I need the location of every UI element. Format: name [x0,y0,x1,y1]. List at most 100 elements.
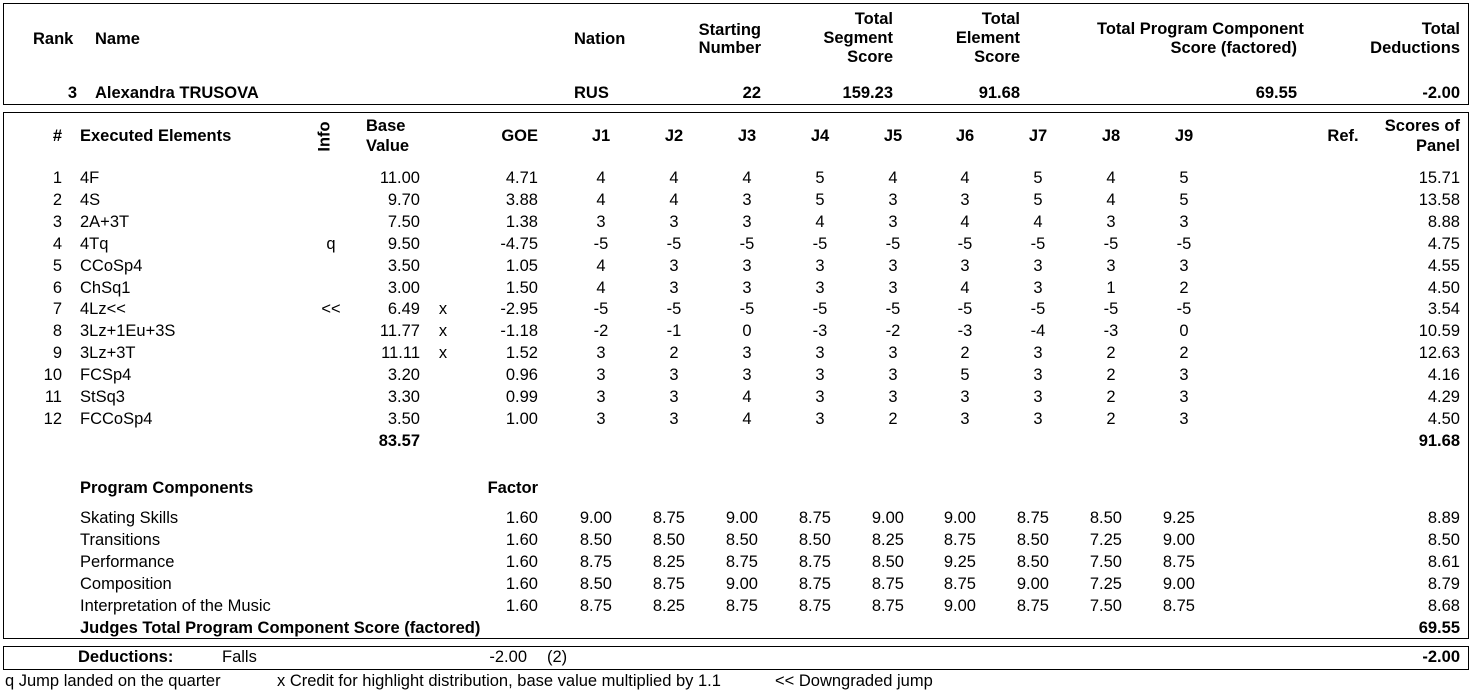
deductions-total: -2.00 [1422,648,1460,666]
element-code: 4Lz<< [80,300,126,319]
element-judge-score: -2 [885,322,901,341]
element-judge-score: 2 [960,344,970,363]
component-judge-score: 8.75 [943,575,976,593]
element-judge-score: 3 [1179,366,1189,385]
element-judge-score: 2 [1106,344,1116,363]
scores-of-panel-header: Scores of [1384,117,1460,135]
element-base-value: 3.50 [387,409,420,428]
element-judge-score: 3 [1033,344,1043,363]
element-judge-score: 3 [888,278,898,297]
element-code: FCCoSp4 [80,409,153,428]
component-factor: 1.60 [505,575,538,593]
element-judge-score: -5 [1176,234,1192,253]
element-judge-score: -5 [812,300,828,319]
element-judge-score: 4 [960,212,970,231]
element-code: 4F [80,169,100,187]
element-judge-score: -3 [957,322,973,341]
element-judge-score: 3 [669,278,679,297]
component-judge-score: 7.25 [1089,531,1122,549]
total-deductions-value: -2.00 [1422,84,1460,102]
element-judge-score: -4 [1030,322,1046,341]
element-number: 5 [52,256,62,275]
element-base-value: 9.70 [387,190,420,209]
judge-header-j7: J7 [1028,127,1048,145]
element-goe: -1.18 [500,322,538,341]
element-judge-score: -5 [1030,300,1046,319]
component-judge-score: 8.75 [798,553,831,571]
component-score: 8.79 [1427,575,1460,593]
element-panel-score: 13.58 [1418,190,1460,209]
element-goe: 3.88 [505,190,538,209]
total-segment-score-header: Total [854,10,893,28]
component-judge-score: 9.00 [943,597,976,615]
element-panel-score: 4.29 [1427,388,1460,406]
component-judge-score: 8.75 [943,531,976,549]
element-judge-score: 1 [1106,278,1116,297]
component-judge-score: 8.75 [798,597,831,615]
element-base-value: 6.49 [387,300,420,319]
element-judge-score: 3 [669,256,679,275]
component-judge-score: 9.00 [725,575,758,593]
total-pcs-header: Total Program Component [1097,20,1304,38]
deduction-type: Falls [222,648,257,666]
element-judge-score: -2 [593,322,609,341]
element-panel-score: 3.54 [1427,300,1460,319]
element-panel-score: 4.55 [1427,256,1460,275]
program-components-header: Program Components [80,479,254,497]
skater-name: Alexandra TRUSOVA [95,84,259,102]
judge-header-j3: J3 [737,127,757,145]
base-value-header: Base [366,117,406,135]
element-base-value: 11.00 [379,169,420,187]
element-judge-score: 2 [669,344,679,363]
judge-header-j9: J9 [1174,127,1194,145]
element-goe: 1.00 [505,409,538,428]
component-score: 8.61 [1427,553,1460,571]
component-judge-score: 8.50 [798,531,831,549]
element-code: 3Lz+3T [80,344,136,363]
element-judge-score: 4 [596,256,606,275]
element-judge-score: 3 [815,366,825,385]
element-judge-score: 5 [1033,169,1043,187]
total-element-score-value: 91.68 [978,84,1020,102]
element-panel-score: 15.71 [1418,169,1460,187]
total-deductions-header: Total [1421,20,1460,38]
element-judge-score: -5 [1030,234,1046,253]
element-number: 11 [44,388,62,406]
component-judge-score: 8.75 [725,553,758,571]
element-judge-score: 3 [1106,212,1116,231]
executed-elements-header: Executed Elements [80,127,232,145]
component-judge-score: 8.75 [579,553,612,571]
component-judge-score: 8.75 [871,575,904,593]
element-number: 3 [52,212,62,231]
element-judge-score: -5 [812,234,828,253]
element-bonus-marker: x [438,344,448,363]
element-judge-score: -5 [666,300,682,319]
component-judge-score: 8.75 [725,597,758,615]
element-goe: 0.99 [505,388,538,406]
element-bonus-marker: x [438,300,448,319]
element-judge-score: -5 [957,300,973,319]
name-header: Name [95,30,140,48]
element-judge-score: 4 [1033,212,1043,231]
element-judge-score: 3 [596,409,606,428]
component-judge-score: 7.50 [1089,597,1122,615]
element-number: 6 [52,278,62,297]
element-base-value: 3.50 [387,256,420,275]
element-goe: 1.50 [505,278,538,297]
component-judge-score: 8.75 [1162,553,1195,571]
element-judge-score: 3 [888,344,898,363]
total-pcs-value: 69.55 [1255,84,1297,102]
element-judge-score: 3 [742,344,752,363]
element-panel-score: 4.75 [1427,234,1460,253]
element-judge-score: 4 [960,278,970,297]
element-judge-score: 3 [742,212,752,231]
component-judge-score: 8.25 [652,597,685,615]
num-header: # [52,127,62,145]
element-judge-score: 3 [742,190,752,209]
component-score: 8.89 [1427,509,1460,527]
starting-number-header: Starting [698,21,761,39]
component-judge-score: 8.50 [652,531,685,549]
element-judge-score: 3 [669,409,679,428]
component-judge-score: 8.75 [798,509,831,527]
legend-credit: x Credit for highlight distribution, bas… [277,672,721,690]
